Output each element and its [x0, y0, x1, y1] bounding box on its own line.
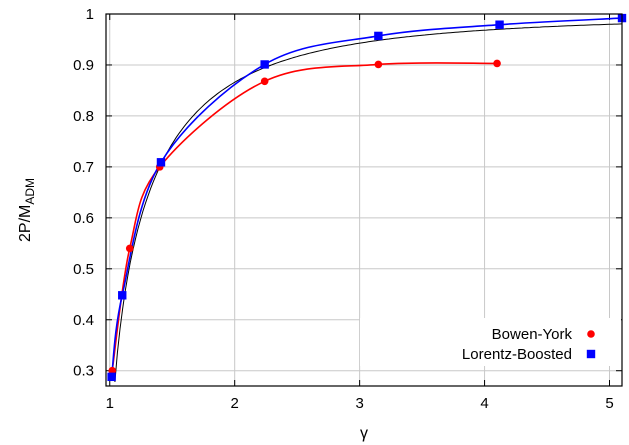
reference-curve [114, 23, 623, 383]
data-point [108, 366, 117, 375]
ticks: 0.3 0.4 0.5 0.6 0.7 0.8 0.9 1 1 2 3 4 5 [73, 6, 622, 412]
legend-label: Bowen-York [492, 326, 573, 343]
data-point [260, 60, 269, 69]
x-tick-label: 1 [106, 395, 114, 412]
x-tick-label: 3 [355, 395, 363, 412]
data-point [125, 244, 134, 253]
y-tick-label: 0.8 [73, 108, 94, 125]
y-tick-label: 0.4 [73, 312, 94, 329]
data-point [374, 31, 383, 41]
y-tick-label: 0.7 [73, 159, 94, 176]
x-tick-label: 2 [231, 395, 239, 412]
x-tick-label: 4 [480, 395, 488, 412]
y-tick-label: 0.5 [73, 261, 94, 278]
y-axis-label-subscript: ADM [23, 178, 37, 205]
y-tick-label: 1 [86, 6, 94, 23]
data-point [374, 60, 383, 69]
x-axis-label: γ [360, 425, 368, 442]
y-tick-label: 0.9 [73, 57, 94, 74]
legend-marker [586, 349, 596, 359]
data-point [107, 372, 116, 382]
y-axis-label: 2P/MADM [17, 178, 37, 242]
markers [107, 13, 627, 382]
data-point [156, 158, 166, 167]
data-point [495, 20, 504, 29]
y-tick-label: 0.6 [73, 210, 94, 227]
y-axis-label-base: 2P/M [17, 205, 34, 242]
series-line-bowen-york [111, 62, 498, 371]
data-point [260, 77, 269, 86]
legend-label: Lorentz-Boosted [462, 346, 572, 363]
y-tick-label: 0.3 [73, 363, 94, 380]
plot-frame [105, 13, 623, 387]
x-tick-label: 5 [605, 395, 613, 412]
legend: Bowen-York Lorentz-Boosted [462, 326, 596, 363]
data-point [118, 291, 127, 300]
data-point [493, 59, 501, 68]
legend-marker [587, 330, 595, 338]
legend-background [360, 318, 621, 366]
